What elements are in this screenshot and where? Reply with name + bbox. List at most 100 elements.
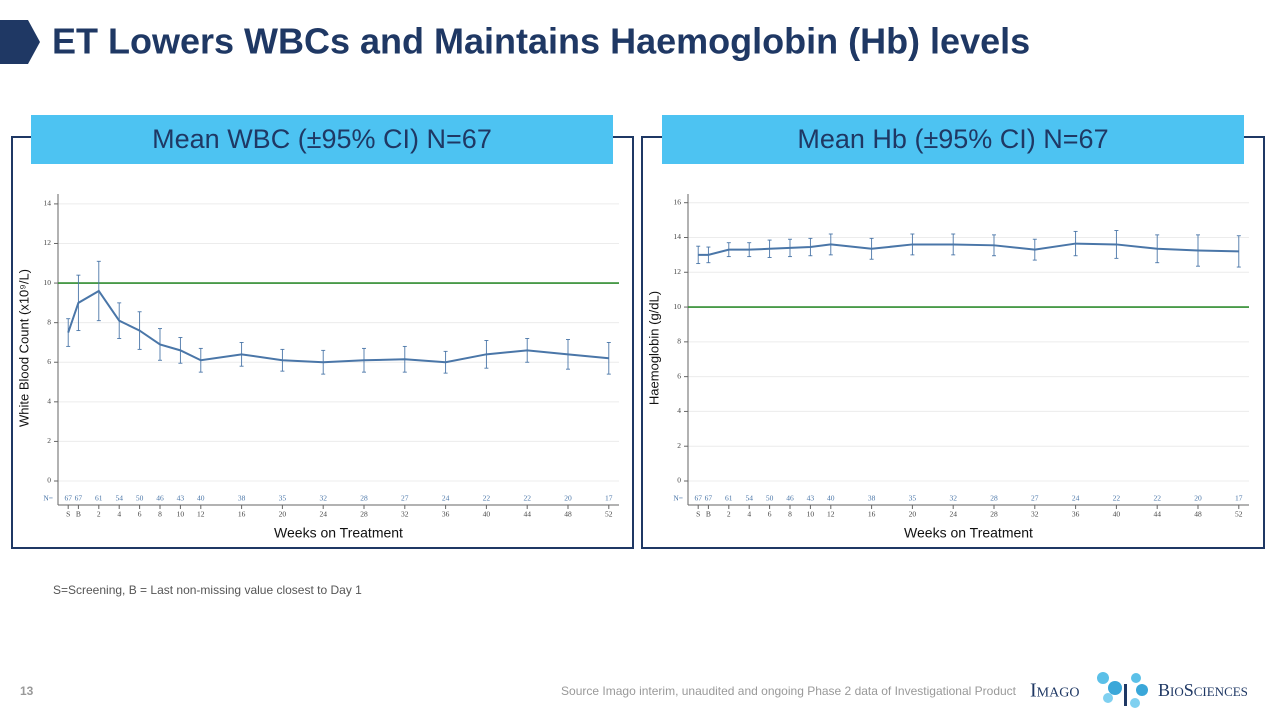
x-tick-label: 32 [1031, 510, 1039, 519]
x-tick-label: 20 [279, 510, 287, 519]
n-count: 50 [136, 494, 144, 503]
n-count: 22 [483, 494, 491, 503]
x-tick-label: 2 [727, 510, 731, 519]
n-count: 38 [868, 494, 876, 503]
x-tick-label: 36 [442, 510, 450, 519]
chart-banner [662, 115, 1244, 164]
n-count: 32 [949, 494, 957, 503]
n-count: 43 [807, 494, 815, 503]
x-tick-label: 16 [238, 510, 246, 519]
n-count: 67 [64, 494, 72, 503]
y-tick-label: 2 [47, 436, 51, 445]
n-count: 28 [990, 494, 998, 503]
n-count: 28 [360, 494, 368, 503]
x-tick-label: 8 [788, 510, 792, 519]
x-tick-label: 12 [197, 510, 205, 519]
chart-title: Mean Hb (±95% CI) N=67 [797, 124, 1108, 154]
slide-title: ET Lowers WBCs and Maintains Haemoglobin… [52, 21, 1030, 62]
chart-banner [31, 115, 613, 164]
x-tick-label: 2 [97, 510, 101, 519]
logo-dot [1097, 672, 1109, 684]
n-count: 50 [766, 494, 774, 503]
n-count: 67 [694, 494, 702, 503]
n-count: 46 [786, 494, 794, 503]
y-tick-label: 4 [47, 397, 51, 406]
n-count: 67 [705, 494, 713, 503]
x-tick-label: 16 [868, 510, 876, 519]
logo-dot [1131, 673, 1141, 683]
n-label: N= [43, 494, 53, 503]
n-count: 40 [827, 494, 835, 503]
logo-text: BioSciences [1158, 680, 1248, 700]
y-axis-label: Haemoglobin (g/dL) [646, 291, 661, 405]
y-tick-label: 16 [674, 197, 682, 206]
x-tick-label: 10 [807, 510, 815, 519]
n-count: 67 [75, 494, 83, 503]
n-count: 17 [1235, 494, 1243, 503]
slide-number: 13 [20, 684, 34, 698]
n-count: 32 [319, 494, 327, 503]
x-tick-label: 12 [827, 510, 835, 519]
n-count: 22 [1113, 494, 1121, 503]
n-count: 22 [523, 494, 531, 503]
n-count: 61 [725, 494, 733, 503]
y-tick-label: 6 [47, 357, 51, 366]
n-count: 35 [279, 494, 287, 503]
series-line [698, 242, 1239, 256]
chart-title: Mean WBC (±95% CI) N=67 [152, 124, 492, 154]
y-tick-label: 6 [677, 371, 681, 380]
n-count: 35 [909, 494, 917, 503]
y-tick-label: 8 [47, 317, 51, 326]
logo-dot [1136, 684, 1148, 696]
x-tick-label: S [696, 510, 700, 519]
y-tick-label: 12 [674, 267, 682, 276]
footnote: S=Screening, B = Last non-missing value … [53, 583, 362, 597]
n-count: 54 [745, 494, 753, 503]
y-tick-label: 0 [47, 476, 51, 485]
x-tick-label: 10 [177, 510, 185, 519]
x-tick-label: 8 [158, 510, 162, 519]
x-tick-label: 44 [1153, 510, 1161, 519]
logo-text: Imago [1030, 680, 1079, 702]
x-axis-label: Weeks on Treatment [904, 525, 1033, 541]
n-label: N= [673, 494, 683, 503]
n-count: 38 [238, 494, 246, 503]
logo-dot [1130, 698, 1140, 708]
x-tick-label: B [76, 510, 81, 519]
y-tick-label: 4 [677, 406, 681, 415]
n-count: 22 [1153, 494, 1161, 503]
source: Source Imago interim, unaudited and ongo… [561, 684, 1017, 698]
x-tick-label: 28 [990, 510, 998, 519]
y-tick-label: 12 [44, 238, 52, 247]
y-tick-label: 8 [677, 337, 681, 346]
n-count: 24 [1072, 494, 1080, 503]
x-axis-label: Weeks on Treatment [274, 525, 403, 541]
n-count: 24 [442, 494, 450, 503]
x-tick-label: 48 [564, 510, 572, 519]
x-tick-label: 52 [1235, 510, 1243, 519]
x-tick-label: 6 [138, 510, 142, 519]
logo: Imago BioSciences [1030, 672, 1248, 708]
panel [11, 136, 634, 549]
n-count: 40 [197, 494, 205, 503]
logo-bar [1124, 684, 1127, 706]
n-count: 17 [605, 494, 613, 503]
logo-dot [1108, 681, 1122, 695]
x-tick-label: B [706, 510, 711, 519]
n-count: 27 [1031, 494, 1039, 503]
n-count: 46 [156, 494, 164, 503]
n-count: 61 [95, 494, 103, 503]
x-tick-label: 24 [949, 510, 957, 519]
x-tick-label: 20 [909, 510, 917, 519]
y-axis-label: White Blood Count (x10⁹/L) [16, 269, 31, 427]
x-tick-label: 4 [117, 510, 121, 519]
header-arrow [0, 20, 40, 64]
n-count: 43 [177, 494, 185, 503]
x-tick-label: 52 [605, 510, 613, 519]
n-count: 20 [1194, 494, 1202, 503]
n-count: 54 [115, 494, 123, 503]
y-tick-label: 2 [677, 441, 681, 450]
x-tick-label: 32 [401, 510, 409, 519]
panel [641, 136, 1265, 549]
